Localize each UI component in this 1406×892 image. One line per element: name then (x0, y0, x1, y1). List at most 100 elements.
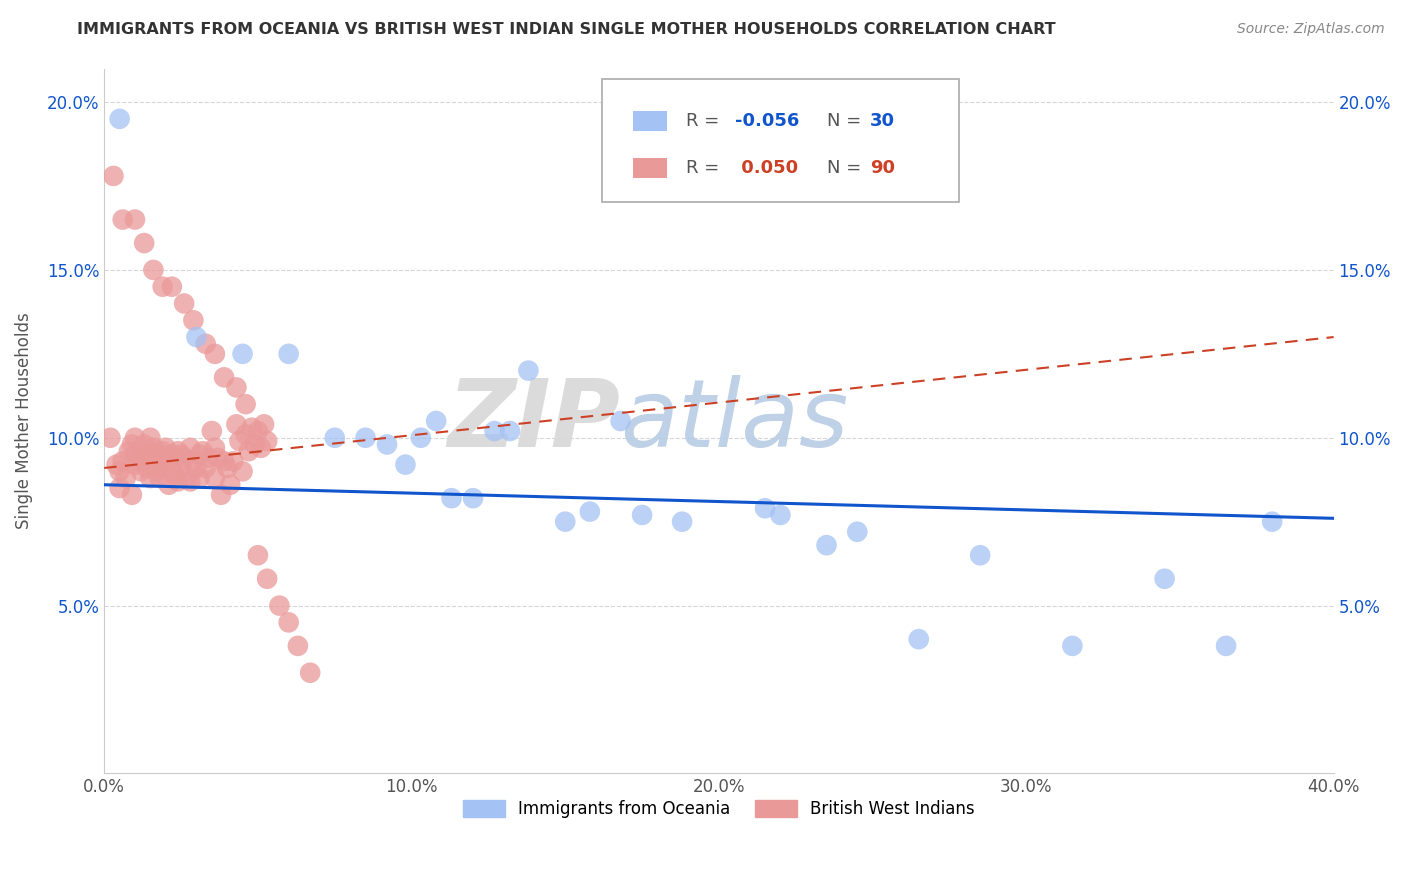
Point (232, 464, 254, 478)
Point (222, 454, 245, 468)
Point (124, 212, 146, 227)
Point (124, 458, 146, 472)
Point (142, 263, 165, 277)
Point (152, 279, 174, 293)
Point (124, 431, 146, 445)
Text: ZIP: ZIP (447, 375, 620, 467)
Point (1261, 515, 1284, 529)
Point (124, 448, 146, 462)
Point (114, 471, 136, 485)
Point (173, 296, 195, 310)
Point (136, 461, 159, 475)
Text: -0.056: -0.056 (735, 112, 799, 130)
Point (277, 615, 299, 630)
Point (127, 454, 149, 468)
Text: 90: 90 (870, 159, 896, 178)
Point (191, 444, 214, 458)
Point (103, 169, 125, 183)
Point (253, 417, 276, 432)
Point (134, 454, 156, 468)
Point (217, 461, 239, 475)
Point (228, 434, 250, 449)
Point (157, 454, 180, 468)
Point (1153, 572, 1175, 586)
Point (235, 397, 257, 411)
Legend: Immigrants from Oceania, British West Indians: Immigrants from Oceania, British West In… (457, 794, 981, 825)
Point (170, 461, 193, 475)
Point (188, 448, 211, 462)
Point (269, 599, 291, 613)
Point (160, 464, 183, 478)
Point (204, 471, 226, 485)
Text: 30: 30 (870, 112, 896, 130)
Point (167, 444, 190, 458)
Point (238, 444, 260, 458)
Point (121, 437, 143, 451)
Point (579, 505, 602, 519)
Point (907, 632, 929, 647)
Point (461, 491, 484, 505)
Text: 0.050: 0.050 (735, 159, 799, 178)
Point (219, 477, 242, 491)
Point (201, 424, 224, 438)
Point (256, 572, 278, 586)
Point (225, 417, 247, 432)
Point (139, 431, 162, 445)
Point (197, 450, 219, 465)
Point (145, 464, 167, 478)
Point (243, 437, 266, 451)
Text: R =: R = (686, 159, 724, 178)
Point (394, 458, 416, 472)
Point (232, 347, 254, 361)
Point (176, 471, 198, 485)
Point (484, 424, 506, 438)
Point (134, 235, 156, 250)
Point (148, 471, 170, 485)
FancyBboxPatch shape (602, 79, 959, 202)
Point (815, 538, 838, 552)
Point (152, 444, 174, 458)
Point (631, 508, 654, 522)
Point (129, 464, 152, 478)
Point (212, 454, 235, 468)
Point (246, 424, 269, 438)
Point (440, 491, 463, 505)
Point (179, 441, 201, 455)
Y-axis label: Single Mother Households: Single Mother Households (15, 312, 32, 529)
Point (1062, 639, 1084, 653)
Point (277, 347, 299, 361)
Point (846, 524, 869, 539)
Point (142, 441, 165, 455)
Text: IMMIGRANTS FROM OCEANIA VS BRITISH WEST INDIAN SINGLE MOTHER HOUSEHOLDS CORRELAT: IMMIGRANTS FROM OCEANIA VS BRITISH WEST … (77, 22, 1056, 37)
Point (167, 475, 190, 489)
Point (194, 336, 217, 351)
Point (136, 444, 159, 458)
Point (769, 508, 792, 522)
Point (250, 441, 273, 455)
Point (969, 548, 991, 562)
Point (409, 431, 432, 445)
Point (152, 461, 174, 475)
Point (183, 313, 205, 327)
Bar (633, 112, 668, 131)
Point (134, 437, 156, 451)
Point (240, 420, 263, 434)
Point (155, 441, 177, 455)
Point (157, 477, 180, 491)
Point (108, 112, 131, 126)
Point (105, 458, 128, 472)
Point (209, 488, 232, 502)
Point (225, 380, 247, 394)
Point (204, 347, 226, 361)
Point (1215, 639, 1237, 653)
Point (246, 548, 269, 562)
Point (671, 515, 693, 529)
Point (111, 212, 134, 227)
Point (186, 461, 208, 475)
Point (754, 501, 776, 516)
Point (111, 454, 134, 468)
Point (256, 434, 278, 449)
Point (188, 471, 211, 485)
Text: N =: N = (827, 159, 868, 178)
Point (183, 454, 205, 468)
